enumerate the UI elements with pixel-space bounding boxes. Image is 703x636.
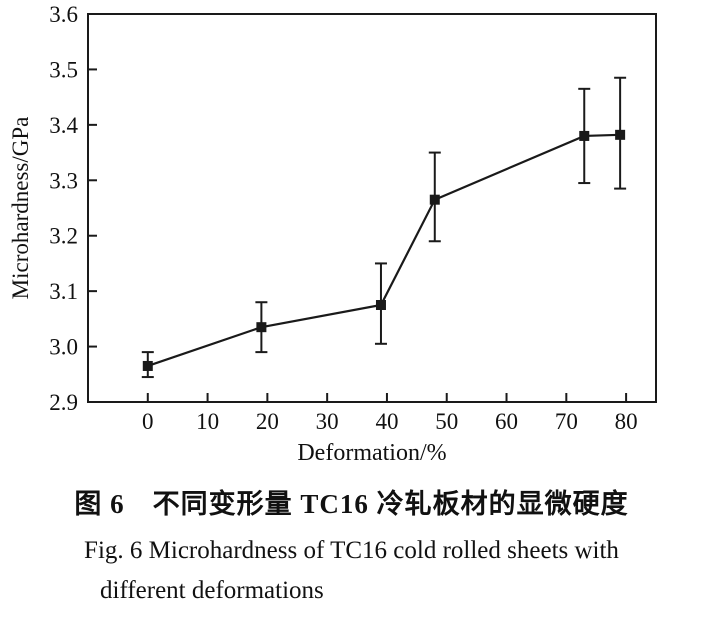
svg-text:3.5: 3.5 — [49, 57, 78, 82]
svg-text:3.3: 3.3 — [49, 168, 78, 193]
svg-text:30: 30 — [316, 409, 339, 434]
caption-chinese: 图 6 不同变形量 TC16 冷轧板材的显微硬度 — [74, 489, 629, 519]
svg-text:Microhardness/GPa: Microhardness/GPa — [8, 117, 33, 300]
caption-english-line2: different deformations — [100, 577, 324, 604]
svg-text:3.1: 3.1 — [49, 279, 78, 304]
svg-text:3.0: 3.0 — [49, 335, 78, 360]
svg-text:10: 10 — [196, 409, 219, 434]
svg-text:40: 40 — [375, 409, 398, 434]
svg-text:60: 60 — [495, 409, 518, 434]
microhardness-line-chart: 0 10 20 30 40 50 60 70 80 2.9 3.0 3.1 3.2 3.3 3.4 3.5 3.… — [8, 2, 657, 466]
svg-text:50: 50 — [435, 409, 458, 434]
svg-text:3.4: 3.4 — [49, 113, 78, 138]
svg-text:3.6: 3.6 — [49, 2, 78, 27]
svg-text:0: 0 — [142, 409, 154, 434]
caption-english-line1: Fig. 6 Microhardness of TC16 cold rolled… — [84, 537, 619, 564]
svg-text:20: 20 — [256, 409, 279, 434]
svg-text:3.2: 3.2 — [49, 224, 78, 249]
svg-text:70: 70 — [555, 409, 578, 434]
chart-area: 0 10 20 30 40 50 60 70 80 2.9 3.0 3.1 3.2 3.3 3.4 3.5 3.… — [8, 2, 657, 466]
svg-text:80: 80 — [615, 409, 638, 434]
svg-text:Deformation/%: Deformation/% — [297, 440, 446, 466]
svg-text:2.9: 2.9 — [49, 390, 78, 415]
